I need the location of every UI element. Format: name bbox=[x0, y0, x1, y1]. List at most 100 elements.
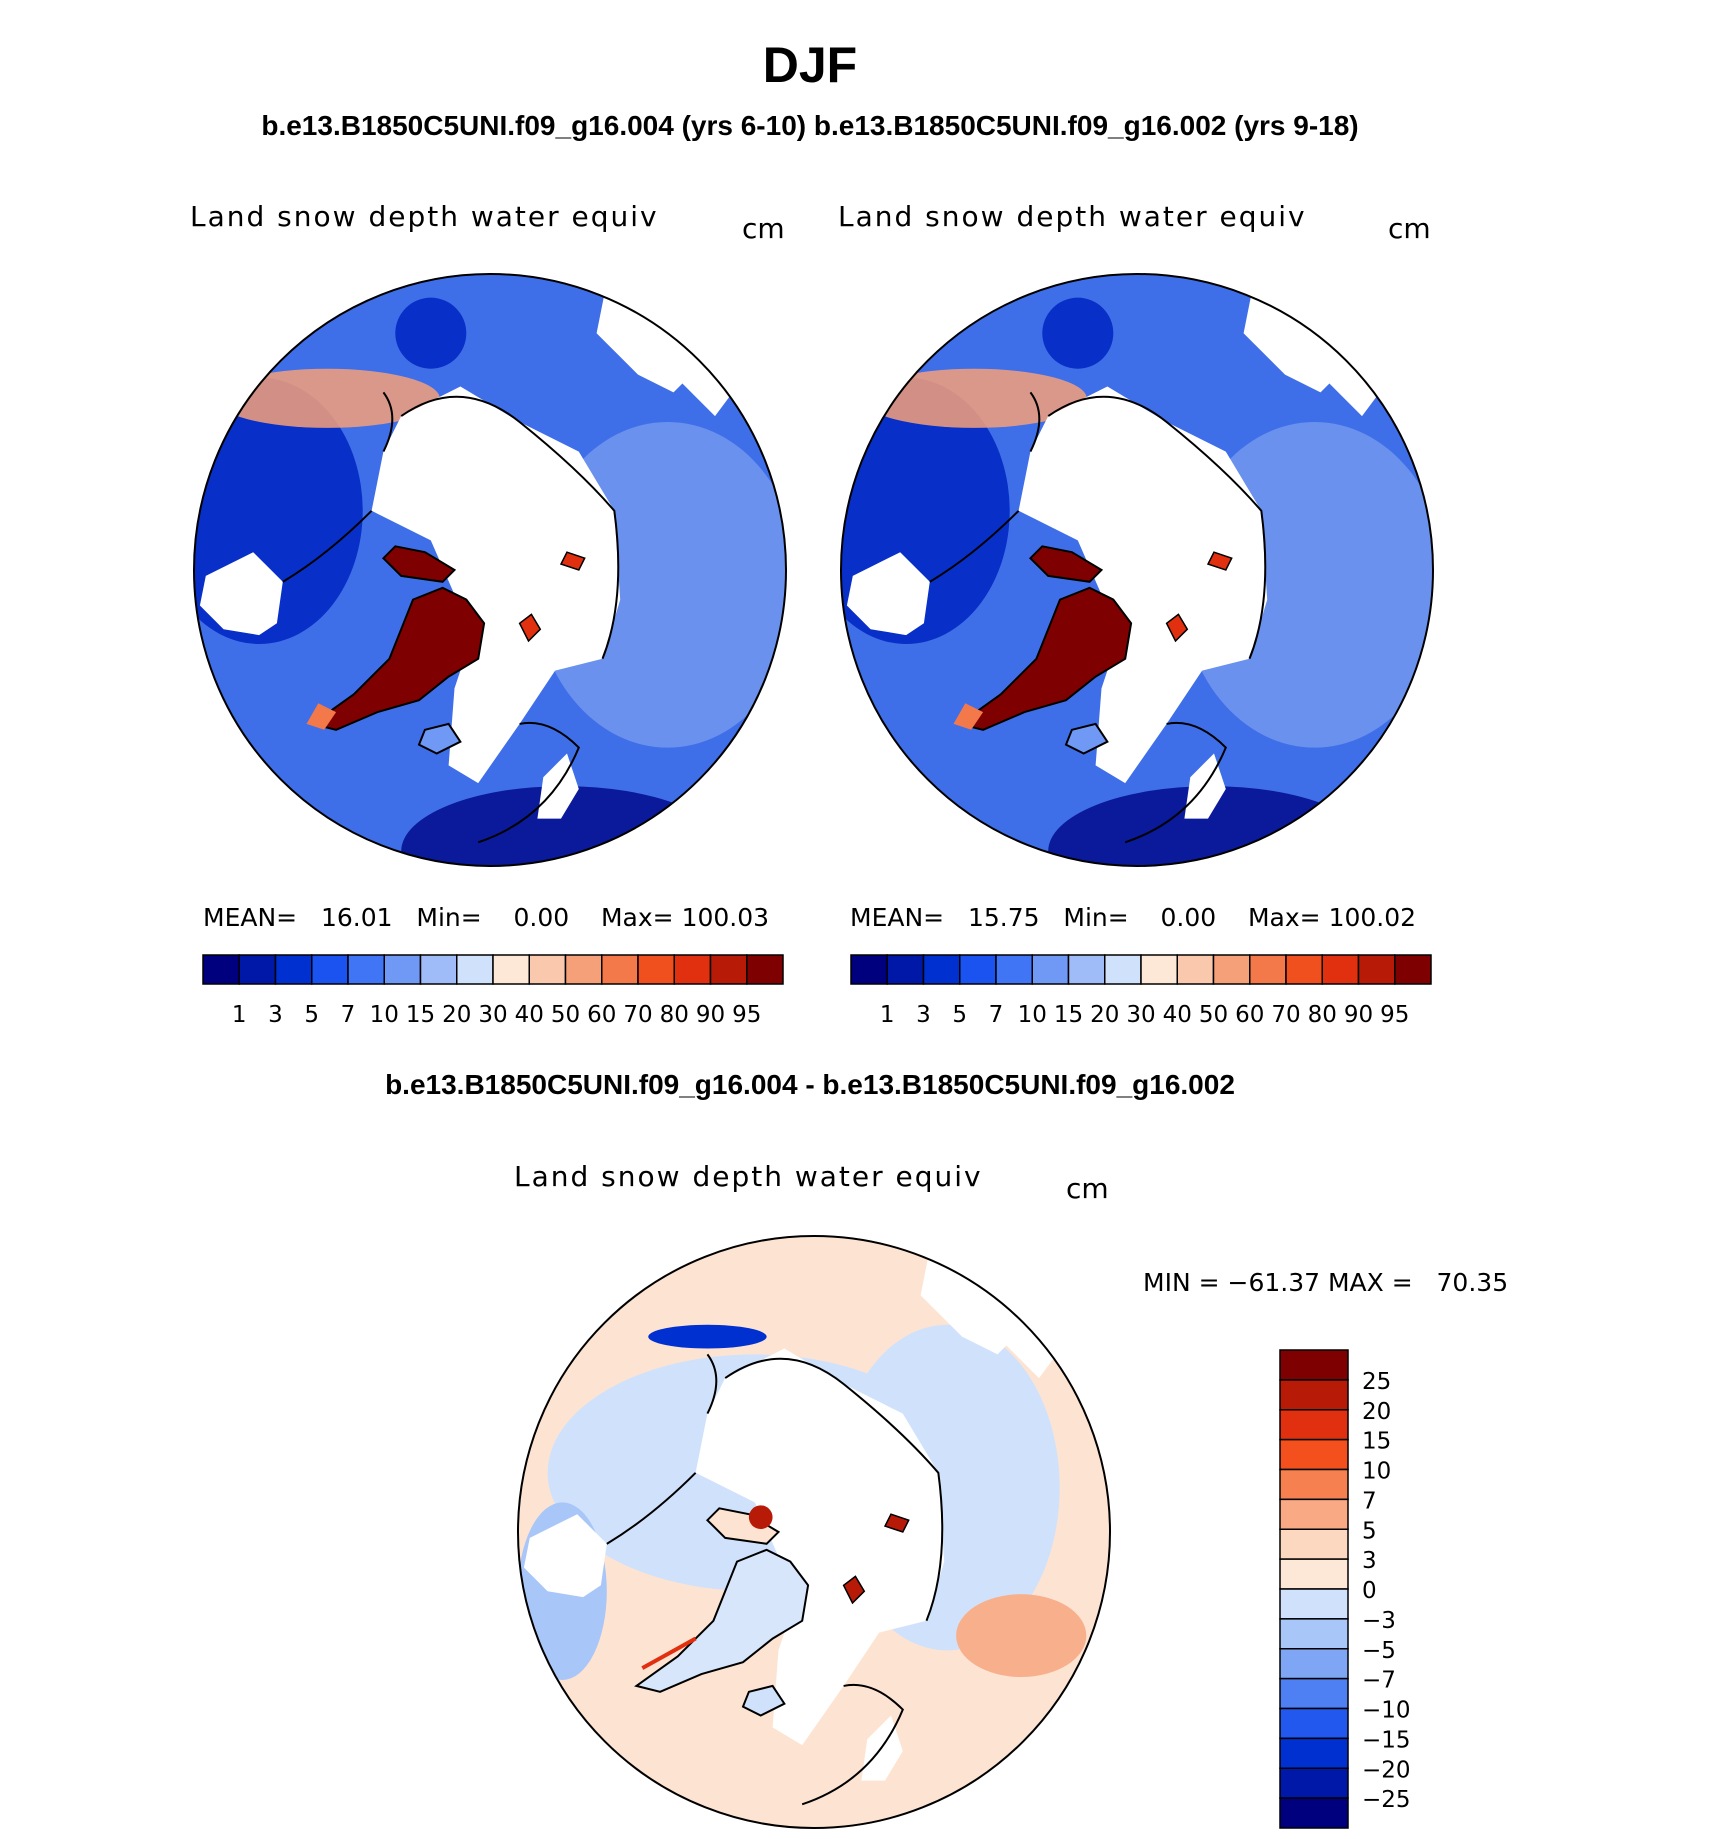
scandinavian-coastline bbox=[477, 722, 580, 844]
colorbar-box bbox=[1279, 1797, 1349, 1829]
colorbar-box bbox=[1279, 1707, 1349, 1740]
ellesmere-ice bbox=[1028, 545, 1104, 583]
colorbar-diff: 25 20 15 10 7 5 3 0 −3 −5 −7 −10 −15 −20 −25 bbox=[1279, 1349, 1411, 1829]
svalbard bbox=[842, 1575, 866, 1605]
colorbar-box bbox=[456, 954, 494, 985]
mean-value: 15.75 bbox=[967, 903, 1040, 932]
ellesmere-ice bbox=[381, 545, 457, 583]
colorbar-002: 1 3 5 7 10 15 20 30 40 50 60 70 80 90 95 bbox=[850, 954, 1432, 1028]
greenland-tip bbox=[953, 703, 984, 730]
colorbar-box bbox=[995, 954, 1033, 985]
colorbar-tick-label: 25 bbox=[1362, 1369, 1391, 1395]
top-subtitle: b.e13.B1850C5UNI.f09_g16.004 (yrs 6-10) … bbox=[261, 110, 1359, 141]
iceland bbox=[1064, 722, 1109, 755]
colorbar-tick-label: −3 bbox=[1362, 1608, 1396, 1634]
colorbar-box bbox=[1279, 1737, 1349, 1769]
colorbar-tick-label: 40 bbox=[1163, 1002, 1192, 1028]
snow-field-chukotka bbox=[395, 297, 467, 369]
colorbar-box bbox=[274, 954, 313, 985]
map-004-title: Land snow depth water equiv bbox=[190, 200, 659, 233]
colorbar-box bbox=[1067, 954, 1106, 985]
franz-josef-land bbox=[883, 1513, 910, 1533]
map-004-outline bbox=[193, 273, 787, 867]
colorbar-box bbox=[1279, 1468, 1349, 1501]
colorbar-tick-label: 0 bbox=[1362, 1578, 1377, 1604]
colorbar-box bbox=[1176, 954, 1215, 985]
colorbar-tick-label: 5 bbox=[304, 1002, 319, 1028]
colorbar-box bbox=[1212, 954, 1251, 985]
colorbar-tick-label: 5 bbox=[1362, 1518, 1377, 1544]
colorbar-tick-label: 90 bbox=[696, 1002, 725, 1028]
ellesmere-pos bbox=[748, 1505, 773, 1530]
colorbar-box bbox=[1279, 1588, 1349, 1620]
colorbar-tick-label: 7 bbox=[341, 1002, 356, 1028]
snow-field-europe-dark bbox=[1048, 786, 1374, 866]
colorbar-box bbox=[1249, 954, 1287, 985]
min-label: Min= bbox=[1063, 903, 1129, 932]
hudson-bay bbox=[846, 552, 930, 636]
colorbar-tick-label: 30 bbox=[1126, 1002, 1155, 1028]
colorbar-box bbox=[673, 954, 712, 985]
map-002-outline bbox=[840, 273, 1434, 867]
siberian-coastline bbox=[1047, 395, 1267, 660]
colorbar-tick-label: 20 bbox=[1090, 1002, 1119, 1028]
colorbar-box bbox=[1285, 954, 1323, 985]
greenland-edge-pos bbox=[641, 1636, 697, 1670]
mean-label: MEAN= bbox=[203, 903, 298, 932]
colorbar-tick-label: 60 bbox=[1235, 1002, 1264, 1028]
colorbar-tick-label: −25 bbox=[1362, 1787, 1411, 1813]
colorbar-tick-label: 80 bbox=[1308, 1002, 1337, 1028]
map-002 bbox=[840, 273, 1434, 867]
colorbar-tick-label: −10 bbox=[1362, 1698, 1411, 1724]
colorbar-tick-label: 10 bbox=[1362, 1459, 1391, 1485]
min-label: MIN = bbox=[1143, 1268, 1220, 1297]
colorbar-tick-label: 7 bbox=[989, 1002, 1004, 1028]
colorbar-box bbox=[492, 954, 530, 985]
page-title: DJF bbox=[762, 37, 858, 93]
map-004-units: cm bbox=[742, 212, 785, 245]
colorbar-tick-label: 50 bbox=[551, 1002, 580, 1028]
colorbar-box bbox=[419, 954, 458, 985]
colorbar-box bbox=[1140, 954, 1178, 985]
colorbar-tick-label: 10 bbox=[370, 1002, 399, 1028]
colorbar-tick-label: 40 bbox=[515, 1002, 544, 1028]
colorbar-box bbox=[1279, 1438, 1349, 1471]
map-002-units: cm bbox=[1388, 212, 1431, 245]
snow-field-chukotka bbox=[1042, 297, 1114, 369]
diff-band-alaska-neg bbox=[648, 1324, 767, 1349]
greenland bbox=[957, 586, 1133, 731]
colorbar-tick-label: 50 bbox=[1199, 1002, 1228, 1028]
colorbar-tick-label: 10 bbox=[1018, 1002, 1047, 1028]
siberian-coastline bbox=[724, 1357, 944, 1622]
canadian-coastline bbox=[929, 391, 1041, 583]
iceland bbox=[741, 1684, 786, 1717]
colorbar-tick-label: 3 bbox=[916, 1002, 931, 1028]
colorbar-box bbox=[922, 954, 961, 985]
canadian-coastline bbox=[606, 1353, 718, 1545]
diff-field-siberia-pos bbox=[956, 1594, 1087, 1678]
colorbar-box bbox=[886, 954, 925, 985]
colorbar-tick-label: 15 bbox=[1054, 1002, 1083, 1028]
colorbar-box bbox=[383, 954, 422, 985]
mean-label: MEAN= bbox=[850, 903, 945, 932]
colorbar-tick-label: 80 bbox=[660, 1002, 689, 1028]
colorbar-tick-label: 15 bbox=[1362, 1429, 1391, 1455]
svalbard bbox=[518, 613, 542, 643]
colorbar-box bbox=[746, 954, 784, 985]
colorbar-tick-label: 70 bbox=[623, 1002, 652, 1028]
colorbar-box bbox=[238, 954, 277, 985]
svalbard bbox=[1165, 613, 1189, 643]
colorbar-box bbox=[1279, 1767, 1349, 1799]
scandinavian-coastline bbox=[801, 1684, 904, 1806]
max-label: Max= bbox=[1247, 903, 1321, 932]
colorbar-box bbox=[1394, 954, 1432, 985]
diff-subtitle: b.e13.B1850C5UNI.f09_g16.004 - b.e13.B18… bbox=[385, 1069, 1235, 1100]
canadian-coastline bbox=[282, 391, 394, 583]
colorbar-tick-label: 70 bbox=[1271, 1002, 1300, 1028]
scandinavian-coastline bbox=[1124, 722, 1227, 844]
map-diff bbox=[517, 1235, 1111, 1829]
colorbar-tick-label: 60 bbox=[587, 1002, 616, 1028]
snow-band-alaska bbox=[214, 368, 440, 428]
colorbar-tick-label: 30 bbox=[478, 1002, 507, 1028]
